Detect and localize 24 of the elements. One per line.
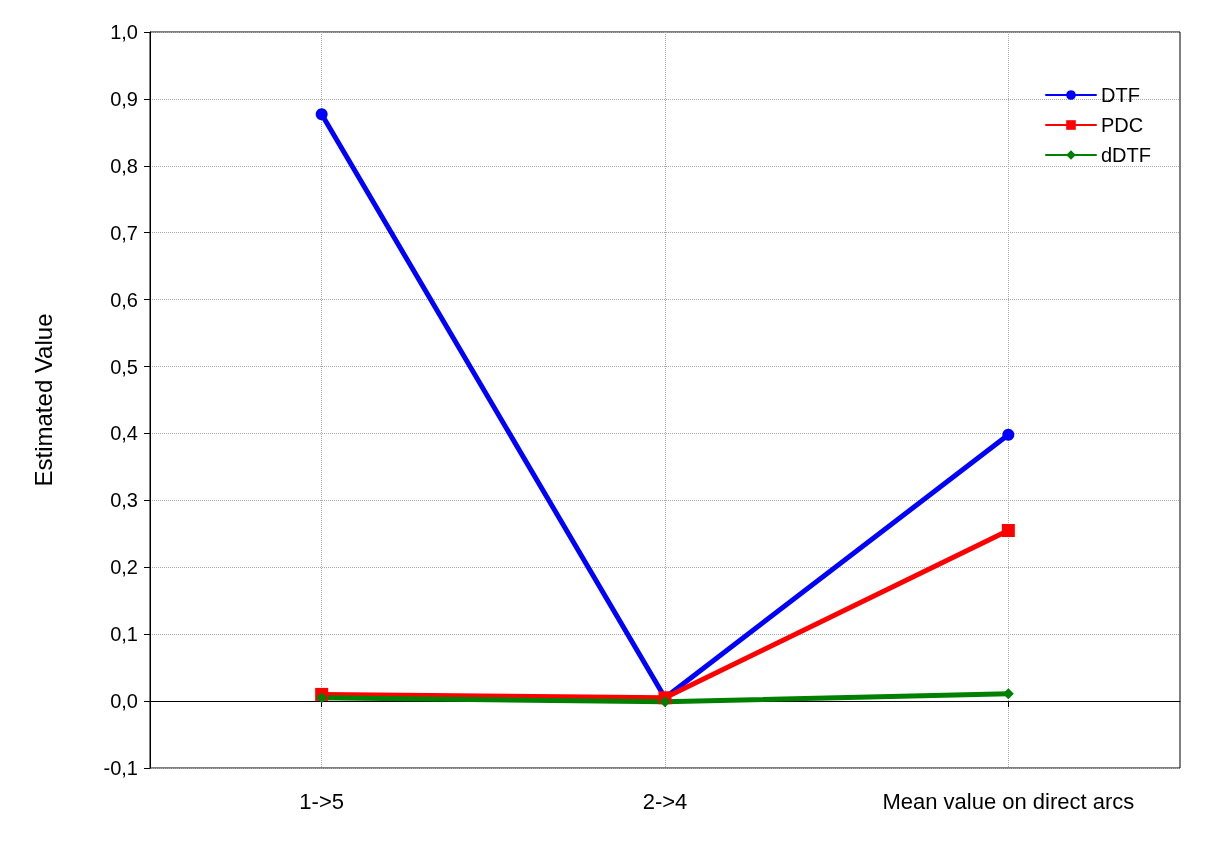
point xyxy=(315,108,328,121)
point xyxy=(316,692,328,704)
point xyxy=(1001,523,1015,537)
y-tick-label: -0,1 xyxy=(103,757,138,779)
point xyxy=(1002,428,1015,441)
point xyxy=(659,696,671,708)
y-tick-label: 0,9 xyxy=(110,87,138,110)
legend-label: DTF xyxy=(1101,84,1140,106)
y-tick-label: 0,2 xyxy=(110,556,138,579)
x-tick-label: Mean value on direct arcs xyxy=(882,788,1135,814)
y-tick-label: 1,0 xyxy=(110,21,138,43)
y-tick-label: 0,0 xyxy=(110,690,138,713)
y-axis-title: Estimated Value xyxy=(29,313,57,487)
y-tick-label: 0,1 xyxy=(110,623,138,646)
legend-label: dDTF xyxy=(1101,144,1151,166)
y-tick-label: 0,4 xyxy=(110,422,138,445)
y-tick-label: 0,5 xyxy=(110,355,138,378)
y-tick-label: 0,7 xyxy=(110,221,138,244)
y-tick-label: 0,6 xyxy=(110,288,138,311)
y-tick-label: 0,8 xyxy=(110,154,138,177)
x-tick-label: 2->4 xyxy=(642,788,688,814)
x-tick-label: 1->5 xyxy=(299,788,344,814)
legend-label: PDC xyxy=(1101,114,1144,136)
y-tick-label: 0,3 xyxy=(110,489,138,512)
